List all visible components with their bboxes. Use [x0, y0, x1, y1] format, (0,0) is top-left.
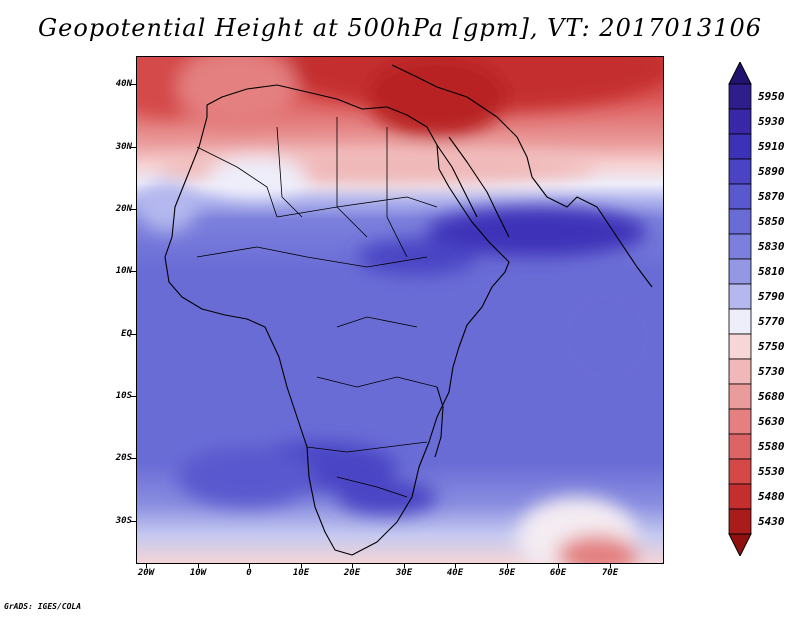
colorbar-label: 5430: [758, 514, 785, 528]
colorbar-label: 5930: [758, 114, 785, 128]
lon-label-20e: 20E: [343, 568, 361, 578]
lon-label-10e: 10E: [292, 568, 310, 578]
lat-label-20s: 20S: [115, 453, 132, 463]
colorbar-cell: [728, 508, 752, 535]
lon-tick: [352, 564, 353, 568]
colorbar-label: 5950: [758, 89, 785, 103]
lat-tick: [131, 209, 136, 210]
red-sea-west: [436, 144, 478, 218]
map-title: Geopotential Height at 500hPa [gpm], VT:…: [38, 14, 762, 42]
colorbar-label: 5810: [758, 264, 785, 278]
colorbar-cell: [728, 358, 752, 385]
country-borders: [196, 117, 438, 498]
lon-tick: [610, 564, 611, 568]
colorbar-cells: [728, 83, 752, 535]
colorbar-cell: [728, 433, 752, 460]
contour-field: [137, 57, 663, 563]
colorbar-label: 5580: [758, 439, 785, 453]
colorbar-cell: [728, 308, 752, 335]
lat-label-30s: 30S: [115, 516, 132, 526]
colorbar-cell: [728, 133, 752, 160]
madagascar: [434, 386, 444, 458]
footer-credit: GrADS: IGES/COLA: [4, 602, 82, 611]
lat-tick: [131, 147, 136, 148]
lat-tick: [131, 334, 136, 335]
coastlines: [164, 64, 653, 556]
colorbar-label: 5480: [758, 489, 785, 503]
colorbar-cell: [728, 233, 752, 260]
lon-tick: [455, 564, 456, 568]
colorbar-label: 5750: [758, 339, 785, 353]
contour-blobs: [137, 57, 663, 563]
lat-label-30n: 30N: [115, 142, 132, 152]
colorbar-label: 5830: [758, 239, 785, 253]
lon-label-0: 0: [246, 568, 252, 578]
lon-label-70e: 70E: [601, 568, 619, 578]
lon-tick: [198, 564, 199, 568]
lat-label-40n: 40N: [115, 79, 132, 89]
lon-tick: [146, 564, 147, 568]
lon-label-20w: 20W: [137, 568, 155, 578]
lon-label-40e: 40E: [446, 568, 464, 578]
lat-label-10s: 10S: [115, 391, 132, 401]
map-panel: [136, 56, 664, 564]
colorbar: [728, 62, 752, 556]
red-sea-east: [448, 136, 510, 238]
lat-label-20n: 20N: [115, 204, 132, 214]
lon-tick: [404, 564, 405, 568]
lon-tick: [507, 564, 508, 568]
colorbar-label: 5680: [758, 389, 785, 403]
lat-label-eq: EQ: [121, 329, 132, 339]
colorbar-top-arrow: [728, 62, 752, 85]
lat-tick: [131, 271, 136, 272]
colorbar-cell: [728, 258, 752, 285]
colorbar-label: 5870: [758, 189, 785, 203]
lat-tick: [131, 458, 136, 459]
lat-tick: [131, 396, 136, 397]
lon-tick: [301, 564, 302, 568]
colorbar-cell: [728, 158, 752, 185]
colorbar-label: 5910: [758, 139, 785, 153]
lon-label-10w: 10W: [189, 568, 207, 578]
lon-tick: [249, 564, 250, 568]
colorbar-cell: [728, 458, 752, 485]
africa-outline: [164, 84, 510, 556]
colorbar-label: 5890: [758, 164, 785, 178]
colorbar-label: 5530: [758, 464, 785, 478]
colorbar-label: 5850: [758, 214, 785, 228]
colorbar-cell: [728, 208, 752, 235]
lon-label-60e: 60E: [549, 568, 567, 578]
arabia-india-coast: [391, 64, 653, 288]
colorbar-cell: [728, 483, 752, 510]
colorbar-label: 5730: [758, 364, 785, 378]
lat-tick: [131, 84, 136, 85]
colorbar-bottom-arrow: [728, 533, 752, 556]
lat-label-10n: 10N: [115, 266, 132, 276]
colorbar-cell: [728, 283, 752, 310]
colorbar-label: 5790: [758, 289, 785, 303]
colorbar-cell: [728, 408, 752, 435]
colorbar-cell: [728, 83, 752, 110]
lon-label-30e: 30E: [395, 568, 413, 578]
colorbar-cell: [728, 108, 752, 135]
lat-tick: [131, 521, 136, 522]
colorbar-label: 5770: [758, 314, 785, 328]
colorbar-cell: [728, 333, 752, 360]
lon-label-50e: 50E: [498, 568, 516, 578]
lon-tick: [558, 564, 559, 568]
colorbar-cell: [728, 383, 752, 410]
colorbar-label: 5630: [758, 414, 785, 428]
colorbar-cell: [728, 183, 752, 210]
